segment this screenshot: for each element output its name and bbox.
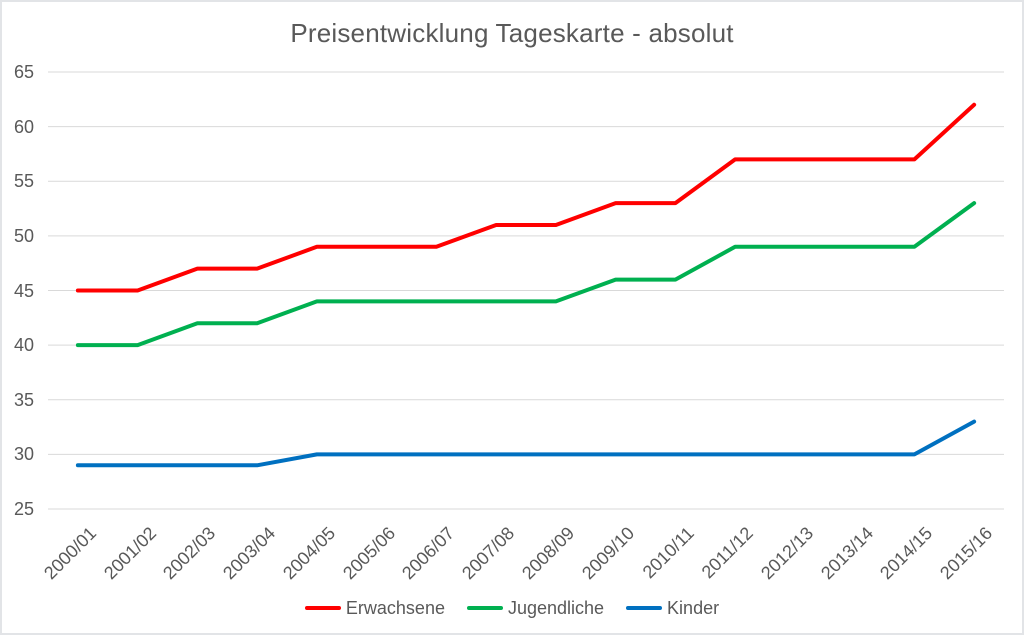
y-axis-label: 35 <box>13 389 34 410</box>
legend-label-erwachsene: Erwachsene <box>345 597 445 618</box>
chart-title: Preisentwicklung Tageskarte - absolut <box>290 18 734 48</box>
y-axis-label: 25 <box>13 499 34 519</box>
legend-item-kinder[interactable]: Kinder <box>626 598 719 619</box>
y-axis-label: 40 <box>13 335 34 356</box>
y-axis-label: 50 <box>13 225 34 246</box>
series-line-erwachsene <box>75 102 977 293</box>
gridlines <box>48 71 1004 510</box>
legend-swatch-kinder-icon <box>626 606 663 610</box>
legend-label-kinder: Kinder <box>667 597 720 618</box>
y-axis-label: 55 <box>13 171 34 192</box>
legend-swatch-jugendliche-icon <box>466 606 503 610</box>
legend-swatch-erwachsene-icon <box>304 606 341 610</box>
legend-label-jugendliche: Jugendliche <box>507 597 605 618</box>
y-axis-label: 60 <box>13 116 34 137</box>
y-axis-label: 30 <box>13 444 34 465</box>
series-lines <box>75 102 977 468</box>
y-axis-label: 45 <box>13 280 34 301</box>
y-axis-label: 65 <box>13 62 34 82</box>
legend-item-jugendliche[interactable]: Jugendliche <box>466 597 605 619</box>
series-line-jugendliche <box>75 201 977 348</box>
series-line-kinder <box>75 419 977 468</box>
legend: Erwachsene Jugendliche Kinder <box>2 595 1022 621</box>
legend-item-erwachsene[interactable]: Erwachsene <box>304 597 445 619</box>
